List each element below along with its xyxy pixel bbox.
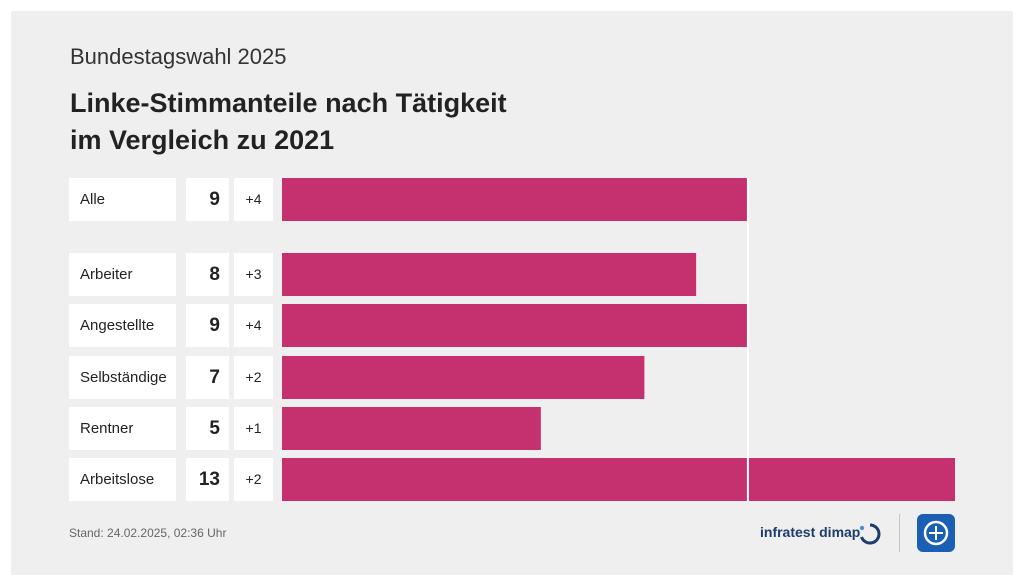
value-label: 5 xyxy=(186,407,229,450)
footer-divider xyxy=(899,514,900,552)
chart-title-line-1: Linke-Stimmanteile nach Tätigkeit xyxy=(70,88,507,118)
bar xyxy=(282,407,541,450)
category-label: Angestellte xyxy=(69,304,176,347)
category-label: Alle xyxy=(69,178,176,221)
brand-name: infratest dimap xyxy=(760,524,861,540)
change-label: +1 xyxy=(234,407,273,450)
change-label: +2 xyxy=(234,356,273,399)
value-label: 9 xyxy=(186,178,229,221)
bar xyxy=(282,356,645,399)
change-label: +2 xyxy=(234,458,273,501)
infratest-logo-icon xyxy=(859,523,881,545)
change-label: +3 xyxy=(234,253,273,296)
value-label: 13 xyxy=(186,458,229,501)
ard-logo-icon xyxy=(923,520,949,546)
category-label: Arbeiter xyxy=(69,253,176,296)
value-label: 8 xyxy=(186,253,229,296)
change-label: +4 xyxy=(234,304,273,347)
bar xyxy=(282,253,697,296)
value-label: 7 xyxy=(186,356,229,399)
chart-overline: Bundestagswahl 2025 xyxy=(70,44,287,69)
tagesschau-logo-icon xyxy=(917,514,955,552)
value-label: 9 xyxy=(186,304,229,347)
change-label: +4 xyxy=(234,178,273,221)
bar xyxy=(282,304,748,347)
category-label: Rentner xyxy=(69,407,176,450)
chart-title-line-2: im Vergleich zu 2021 xyxy=(70,125,335,155)
bar xyxy=(282,178,748,221)
chart-title: Linke-Stimmanteile nach Tätigkeit im Ver… xyxy=(70,85,670,159)
timestamp-text: Stand: 24.02.2025, 02:36 Uhr xyxy=(69,526,227,540)
bar xyxy=(282,458,955,501)
category-label: Arbeitslose xyxy=(69,458,176,501)
category-label: Selbständige xyxy=(69,356,176,399)
